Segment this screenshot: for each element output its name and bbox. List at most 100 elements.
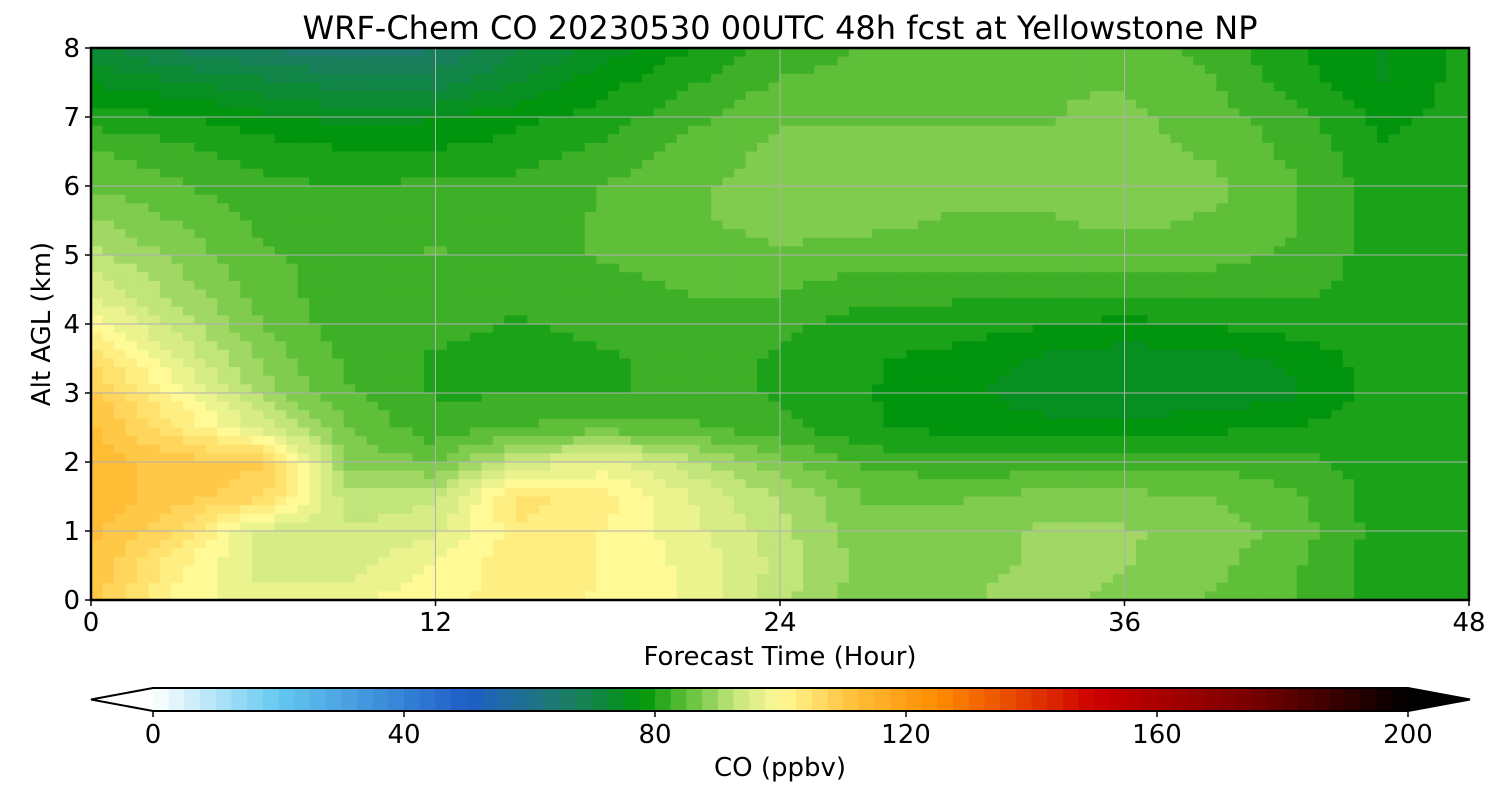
heatmap-cell bbox=[894, 280, 907, 291]
heatmap-cell bbox=[1273, 393, 1286, 403]
heatmap-cell bbox=[1044, 73, 1057, 84]
heatmap-cell bbox=[688, 246, 701, 256]
heatmap-cell bbox=[148, 220, 161, 230]
heatmap-cell bbox=[596, 134, 609, 144]
heatmap-cell bbox=[389, 375, 402, 385]
heatmap-cell bbox=[469, 367, 483, 377]
heatmap-cell bbox=[458, 384, 471, 394]
heatmap-cell bbox=[136, 332, 150, 342]
heatmap-cell bbox=[780, 349, 793, 360]
heatmap-cell bbox=[1262, 298, 1275, 308]
heatmap-cell bbox=[320, 246, 333, 256]
heatmap-cell bbox=[504, 108, 517, 118]
heatmap-cell bbox=[1377, 263, 1390, 273]
heatmap-cell bbox=[240, 48, 253, 58]
heatmap-cell bbox=[1227, 229, 1240, 239]
heatmap-cell bbox=[1319, 358, 1332, 368]
heatmap-cell bbox=[401, 117, 414, 127]
heatmap-cell bbox=[619, 134, 632, 144]
heatmap-cell bbox=[676, 306, 689, 316]
heatmap-cell bbox=[1032, 332, 1045, 342]
heatmap-cell bbox=[205, 324, 218, 334]
heatmap-cell bbox=[1204, 255, 1217, 265]
heatmap-cell bbox=[1044, 48, 1057, 58]
heatmap-cell bbox=[217, 315, 230, 325]
heatmap-cell bbox=[791, 229, 804, 239]
heatmap-cell bbox=[871, 186, 884, 196]
heatmap-cell bbox=[1342, 65, 1355, 75]
heatmap-cell bbox=[780, 220, 793, 230]
heatmap-cell bbox=[182, 194, 195, 204]
heatmap-cell bbox=[837, 401, 850, 411]
heatmap-cell bbox=[1009, 142, 1022, 153]
heatmap-cell bbox=[791, 401, 804, 411]
heatmap-cell bbox=[780, 375, 793, 385]
heatmap-cell bbox=[401, 332, 414, 342]
heatmap-cell bbox=[1055, 168, 1068, 178]
heatmap-cell bbox=[630, 186, 643, 196]
heatmap-cell bbox=[998, 341, 1011, 351]
heatmap-cell bbox=[182, 48, 195, 58]
heatmap-cell bbox=[1216, 375, 1229, 385]
heatmap-cell bbox=[148, 315, 161, 325]
heatmap-cell bbox=[1285, 108, 1298, 118]
heatmap-cell bbox=[1090, 367, 1103, 377]
heatmap-cell bbox=[148, 306, 161, 316]
heatmap-cell bbox=[1113, 341, 1126, 351]
heatmap-cell bbox=[1021, 186, 1034, 196]
heatmap-cell bbox=[1400, 384, 1413, 394]
heatmap-cell bbox=[1181, 177, 1194, 187]
heatmap-cell bbox=[699, 125, 712, 135]
heatmap-cell bbox=[757, 142, 770, 153]
heatmap-cell bbox=[1250, 177, 1263, 187]
heatmap-cell bbox=[481, 298, 494, 308]
heatmap-cell bbox=[1296, 263, 1309, 273]
heatmap-cell bbox=[1457, 125, 1470, 135]
heatmap-cell bbox=[424, 298, 437, 308]
heatmap-cell bbox=[1044, 194, 1057, 204]
heatmap-cell bbox=[538, 56, 551, 66]
heatmap-cell bbox=[446, 142, 460, 153]
heatmap-cell bbox=[492, 134, 505, 144]
heatmap-cell bbox=[780, 306, 793, 316]
heatmap-cell bbox=[917, 125, 930, 135]
heatmap-cell bbox=[814, 117, 827, 127]
heatmap-cell bbox=[1124, 142, 1137, 153]
heatmap-cell bbox=[917, 134, 930, 144]
heatmap-cell bbox=[1181, 341, 1194, 351]
heatmap-cell bbox=[1423, 194, 1436, 204]
heatmap-cell bbox=[1388, 384, 1401, 394]
heatmap-cell bbox=[871, 108, 884, 118]
heatmap-cell bbox=[1411, 82, 1424, 92]
heatmap-cell bbox=[757, 332, 770, 342]
heatmap-cell bbox=[538, 367, 551, 377]
heatmap-cell bbox=[768, 263, 781, 273]
heatmap-cell bbox=[998, 332, 1011, 342]
heatmap-cell bbox=[561, 349, 574, 360]
heatmap-cell bbox=[780, 280, 793, 291]
heatmap-cell bbox=[355, 306, 368, 316]
heatmap-cell bbox=[1204, 168, 1217, 178]
heatmap-cell bbox=[355, 332, 368, 342]
heatmap-cell bbox=[125, 99, 138, 109]
heatmap-cell bbox=[446, 306, 460, 316]
heatmap-cell bbox=[366, 160, 379, 170]
heatmap-cell bbox=[1216, 341, 1229, 351]
heatmap-cell bbox=[1296, 272, 1309, 282]
heatmap-cell bbox=[159, 229, 172, 239]
heatmap-cell bbox=[607, 117, 620, 127]
heatmap-cell bbox=[91, 211, 104, 222]
heatmap-cell bbox=[653, 203, 666, 213]
heatmap-cell bbox=[1262, 375, 1275, 385]
heatmap-cell bbox=[251, 168, 264, 178]
heatmap-cell bbox=[113, 56, 127, 66]
heatmap-cell bbox=[1388, 108, 1401, 118]
heatmap-cell bbox=[848, 108, 861, 118]
heatmap-cell bbox=[1342, 237, 1355, 247]
heatmap-cell bbox=[1365, 367, 1378, 377]
heatmap-cell bbox=[963, 151, 976, 161]
heatmap-cell bbox=[584, 134, 597, 144]
heatmap-cell bbox=[424, 142, 437, 153]
heatmap-cell bbox=[1158, 211, 1172, 222]
heatmap-cell bbox=[653, 160, 666, 170]
